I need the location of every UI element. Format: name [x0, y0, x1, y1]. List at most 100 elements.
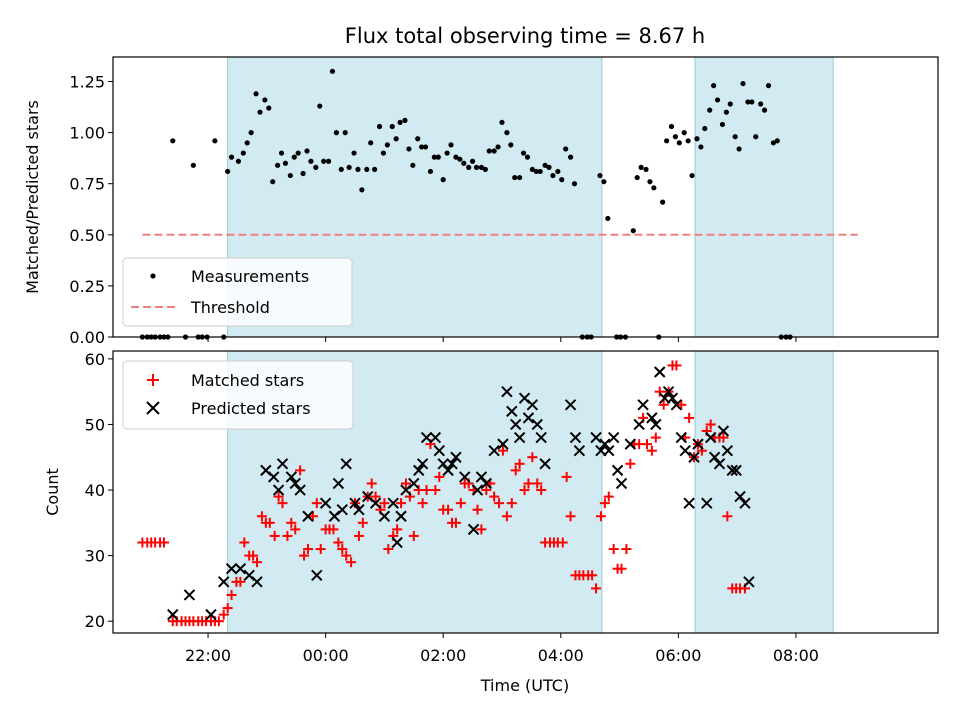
matched-star-point	[213, 616, 224, 627]
measurement-point	[745, 99, 751, 105]
matched-star-point	[718, 432, 729, 443]
matched-star-point	[400, 478, 411, 489]
matched-star-point	[357, 517, 368, 528]
matched-star-point	[299, 550, 310, 561]
measurement-point	[257, 109, 263, 115]
matched-star-point	[379, 498, 390, 509]
measurement-point	[469, 158, 476, 164]
predicted-star-point	[234, 563, 247, 575]
y-tick-label: 40	[85, 481, 105, 500]
measurement-point	[461, 160, 467, 166]
top-panel-frame	[112, 56, 939, 338]
measurement-point	[727, 101, 733, 107]
bottom-panel-y-ticks: 20 30 40 50 60	[85, 350, 113, 631]
measurement-point	[676, 140, 682, 146]
measurement-point	[694, 136, 700, 142]
predicted-star-point	[251, 576, 263, 588]
matched-star-point	[705, 419, 716, 430]
matched-star-point	[346, 557, 357, 568]
predicted-star-point	[336, 503, 348, 516]
measurement-point	[235, 158, 242, 164]
matched-star-point	[277, 498, 288, 509]
matched-star-point	[565, 511, 576, 522]
predicted-star-point	[713, 458, 726, 470]
measurement-point	[520, 150, 527, 156]
matched-star-point	[671, 360, 682, 371]
matched-star-point	[527, 452, 538, 463]
matched-star-point	[591, 583, 602, 594]
matched-star-point	[722, 511, 733, 522]
matched-star-point	[226, 589, 237, 600]
matched-star-point	[494, 498, 505, 509]
measurement-point	[736, 146, 742, 152]
predicted-star-point	[607, 431, 620, 444]
matched-star-point	[455, 498, 466, 509]
y-tick-label: 0.75	[69, 175, 105, 194]
x-tick-label: 04:00	[538, 646, 584, 665]
predicted-star-point	[218, 576, 230, 588]
predicted-star-point	[683, 497, 695, 509]
measurement-point	[555, 168, 561, 175]
predicted-star-point	[522, 412, 535, 424]
legend-marker-predicted	[146, 401, 160, 415]
y-tick-label: 0.50	[69, 226, 105, 245]
y-tick-label: 0.00	[69, 328, 105, 347]
measurement-point	[707, 107, 713, 113]
matched-star-point	[366, 478, 377, 489]
matched-star-point	[353, 530, 364, 541]
predicted-star-point	[650, 418, 662, 431]
measurement-point	[278, 150, 285, 156]
x-tick-label: 06:00	[655, 646, 701, 665]
measurement-point	[702, 125, 708, 132]
measurement-point	[325, 158, 332, 164]
predicted-stars-series	[167, 366, 755, 621]
matched-star-point	[383, 544, 394, 555]
predicted-star-point	[395, 510, 407, 522]
matched-star-point	[510, 465, 521, 476]
measurement-point	[512, 174, 518, 181]
measurement-point	[660, 199, 666, 205]
measurement-point	[253, 91, 259, 97]
predicted-star-point	[267, 471, 280, 483]
measurement-point	[346, 164, 352, 170]
measurement-point	[170, 138, 176, 144]
predicted-star-point	[637, 399, 649, 411]
measurements-series	[139, 68, 793, 340]
matched-star-point	[595, 511, 606, 522]
measurement-point	[329, 68, 336, 74]
measurement-point	[402, 117, 408, 123]
measurement-point	[440, 177, 446, 183]
legend-label-predicted: Predicted stars	[191, 399, 311, 418]
measurement-point	[308, 158, 314, 164]
measurement-point	[550, 172, 556, 179]
chart-title: Flux total observing time = 8.67 h	[345, 24, 705, 48]
matched-star-point	[333, 537, 344, 548]
matched-star-point	[641, 439, 652, 450]
measurement-point	[397, 119, 403, 126]
matched-star-point	[286, 517, 297, 528]
measurement-point	[380, 150, 387, 156]
legend-label-measurements: Measurements	[191, 267, 309, 286]
bottom-panel-y-label: Count	[43, 468, 62, 516]
matched-star-point	[536, 485, 547, 496]
measurement-point	[542, 162, 548, 168]
measurement-point	[453, 154, 459, 160]
measurement-point	[533, 168, 539, 175]
predicted-star-point	[633, 418, 645, 431]
matched-star-point	[658, 399, 669, 410]
predicted-star-point	[416, 458, 429, 470]
predicted-star-point	[679, 444, 691, 457]
measurement-point	[287, 172, 293, 179]
y-tick-label: 60	[85, 350, 105, 369]
predicted-star-point	[272, 484, 285, 496]
measurement-point	[605, 215, 611, 222]
matched-star-point	[532, 478, 543, 489]
matched-star-point	[248, 550, 259, 561]
predicted-star-point	[183, 589, 196, 601]
measurement-point	[630, 228, 636, 234]
measurement-point	[517, 174, 523, 181]
matched-star-point	[290, 524, 301, 535]
predicted-star-point	[369, 497, 382, 509]
predicted-star-point	[471, 484, 484, 496]
predicted-star-point	[569, 431, 582, 444]
